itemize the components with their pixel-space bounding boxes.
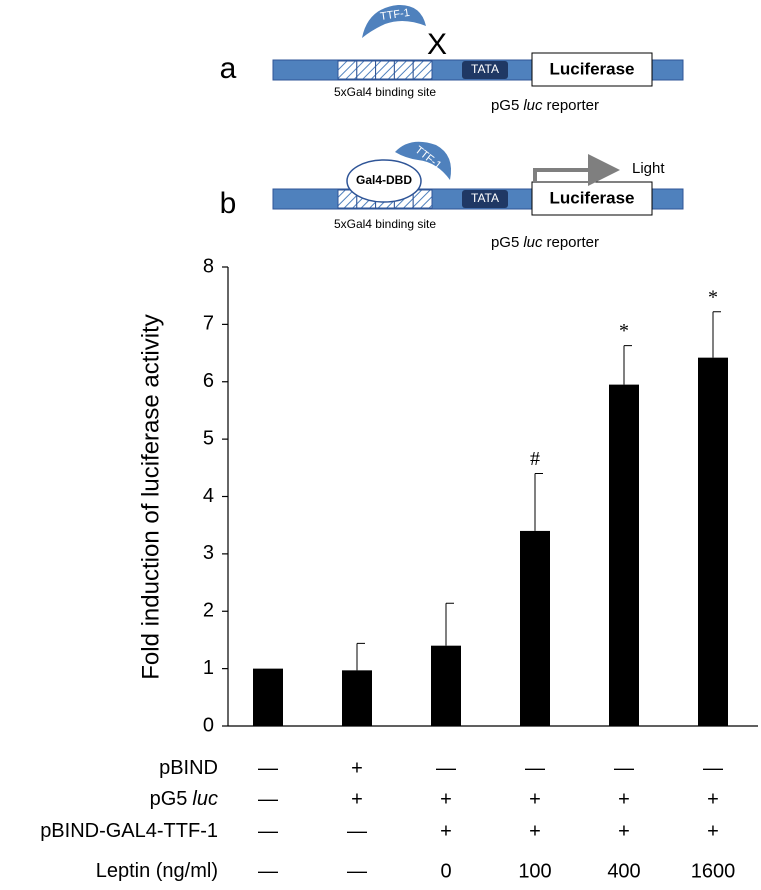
condition-cell: — — [258, 788, 278, 810]
block-mark: X — [427, 28, 447, 61]
gal4-dbd-label: Gal4-DBD — [356, 173, 412, 187]
condition-cell: + — [707, 788, 719, 810]
y-tick-label: 0 — [203, 714, 214, 736]
y-tick-label: 2 — [203, 600, 214, 622]
condition-cell: — — [258, 860, 278, 882]
y-tick-label: 7 — [203, 313, 214, 335]
error-bar — [623, 345, 632, 385]
binding-site-label: 5xGal4 binding site — [334, 217, 436, 231]
bar — [609, 384, 639, 726]
binding-sites — [337, 60, 433, 80]
condition-cell: 0 — [440, 860, 451, 882]
significance-mark: * — [708, 286, 718, 308]
luciferase-label: Luciferase — [549, 59, 634, 78]
condition-label-part: Leptin (ng/ml) — [96, 860, 218, 882]
condition-label-part: pBIND — [159, 757, 218, 779]
condition-cell: + — [618, 820, 630, 842]
y-tick-label: 1 — [203, 657, 214, 679]
bar — [698, 357, 728, 726]
condition-cell: — — [347, 820, 367, 842]
ttf1-shape — [395, 141, 452, 180]
condition-label: pBIND-GAL4-TTF-1 — [40, 820, 218, 842]
ttf1-label: TTF-1 — [379, 7, 410, 23]
tata-label: TATA — [471, 62, 499, 76]
reporter-part: reporter — [547, 234, 600, 251]
bar — [520, 530, 550, 726]
condition-cell: — — [258, 820, 278, 842]
error-bar — [445, 602, 454, 646]
panel-letter: b — [220, 187, 237, 220]
condition-label-part: pBIND-GAL4-TTF-1 — [40, 820, 218, 842]
luciferase-box — [531, 52, 653, 87]
condition-cell: 100 — [518, 860, 551, 882]
luciferase-label: Luciferase — [549, 188, 634, 207]
reporter-label: pG5 luc reporter — [491, 97, 599, 114]
panel-b: b TATA Luciferase TTF-1 Gal4-DBD Light 5… — [220, 141, 684, 251]
error-bar — [534, 473, 543, 531]
significance-mark: * — [619, 320, 629, 342]
ttf1-shape — [362, 4, 426, 39]
reporter-part: luc — [523, 97, 543, 114]
condition-cell: — — [258, 757, 278, 779]
bar-chart: Fold induction of luciferase activity 0 1… — [137, 255, 758, 736]
tata-label: TATA — [471, 191, 499, 205]
condition-cell: + — [440, 788, 452, 810]
reporter-part: reporter — [547, 97, 600, 114]
tata-box — [462, 190, 508, 208]
tata-box — [462, 61, 508, 79]
light-arrow — [533, 154, 620, 186]
significance-mark: # — [530, 448, 540, 470]
condition-label: Leptin (ng/ml) — [96, 860, 218, 882]
condition-cell: — — [525, 757, 545, 779]
condition-cell: 1600 — [691, 860, 736, 882]
panel-letter: a — [220, 52, 237, 85]
reporter-part: luc — [523, 234, 543, 251]
condition-cell: + — [707, 820, 719, 842]
condition-label: pBIND — [159, 757, 218, 779]
condition-cell: + — [351, 757, 363, 779]
y-tick-label: 5 — [203, 427, 214, 449]
error-bar — [712, 311, 721, 358]
condition-cell: + — [351, 788, 363, 810]
condition-cell: — — [347, 860, 367, 882]
reporter-part: pG5 — [491, 97, 519, 114]
y-tick-label: 6 — [203, 370, 214, 392]
y-tick-label: 3 — [203, 542, 214, 564]
condition-label-part: pG5 — [150, 788, 188, 810]
condition-label-part: luc — [192, 788, 218, 810]
condition-cell: 400 — [607, 860, 640, 882]
condition-label: pG5 luc — [150, 788, 218, 810]
condition-cell: — — [703, 757, 723, 779]
bar — [431, 645, 461, 726]
y-tick-label: 8 — [203, 255, 214, 277]
panel-a: a TATA Luciferase TTF-1 X 5xGal4 binding… — [220, 4, 684, 114]
y-tick-label: 4 — [203, 485, 214, 507]
reporter-label: pG5 luc reporter — [491, 234, 599, 251]
binding-site-label: 5xGal4 binding site — [334, 85, 436, 99]
luciferase-box — [531, 181, 653, 216]
reporter-part: pG5 — [491, 234, 519, 251]
condition-cell: + — [440, 820, 452, 842]
condition-cell: + — [529, 788, 541, 810]
y-axis-label: Fold induction of luciferase activity — [137, 314, 164, 680]
condition-cell: — — [614, 757, 634, 779]
bar — [342, 670, 372, 726]
error-bar — [356, 642, 365, 671]
condition-cell: — — [436, 757, 456, 779]
light-label: Light — [632, 160, 665, 177]
bar — [253, 668, 283, 726]
condition-cell: + — [618, 788, 630, 810]
condition-cell: + — [529, 820, 541, 842]
gal4-dbd-shape — [346, 159, 422, 203]
